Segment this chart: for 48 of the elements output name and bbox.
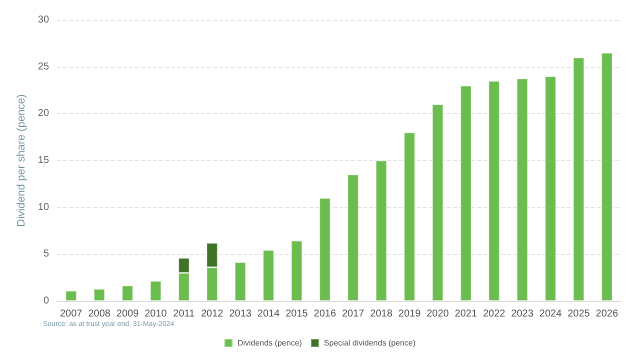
legend-label: Special dividends (pence) — [324, 338, 416, 348]
x-tick-label: 2007 — [60, 308, 83, 320]
bar — [150, 280, 162, 301]
x-tick-label: 2016 — [314, 308, 336, 320]
bar — [544, 76, 556, 301]
y-tick-label: 0 — [43, 296, 50, 306]
bar — [573, 57, 584, 301]
bar — [65, 290, 77, 301]
x-tick-label: 2023 — [511, 308, 534, 320]
bar — [432, 104, 444, 301]
x-tick-label: 2017 — [342, 308, 365, 320]
bar — [319, 198, 331, 301]
x-tick-label: 2015 — [286, 308, 308, 320]
bar — [262, 250, 274, 301]
bar — [488, 80, 500, 301]
bar — [291, 240, 302, 301]
x-tick-label: 2026 — [596, 308, 618, 320]
legend-label: Dividends (pence) — [237, 338, 302, 348]
bar — [404, 132, 416, 301]
bar — [234, 262, 246, 301]
bar — [460, 86, 472, 301]
bar — [347, 174, 359, 301]
x-tick-label: 2014 — [257, 308, 280, 320]
x-tick-label: 2009 — [116, 308, 140, 320]
y-tick-label: 20 — [38, 108, 50, 120]
x-tick-label: 2019 — [398, 308, 422, 320]
x-tick-label: 2010 — [144, 308, 168, 320]
bar — [122, 286, 134, 301]
bar — [376, 160, 387, 301]
x-tick-label: 2008 — [88, 308, 111, 320]
x-tick-label: 2020 — [426, 308, 450, 320]
bar — [516, 78, 528, 301]
bar — [601, 52, 613, 301]
x-tick-label: 2011 — [173, 308, 196, 320]
x-tick-label: 2012 — [200, 308, 224, 320]
y-tick-label: 25 — [38, 61, 50, 72]
x-tick-label: 2024 — [539, 308, 562, 320]
y-axis-title: Dividend per share (pence) — [16, 94, 28, 227]
x-tick-label: 2013 — [229, 308, 252, 320]
x-tick-label: 2018 — [370, 308, 393, 320]
y-tick-label: 30 — [38, 14, 50, 26]
y-tick-label: 5 — [43, 248, 50, 260]
x-tick-label: 2025 — [568, 308, 590, 320]
x-tick-label: 2022 — [482, 308, 506, 320]
bar — [94, 288, 105, 301]
y-tick-label: 15 — [38, 155, 50, 166]
y-tick-label: 10 — [38, 202, 50, 213]
x-tick-label: 2021 — [454, 308, 478, 320]
